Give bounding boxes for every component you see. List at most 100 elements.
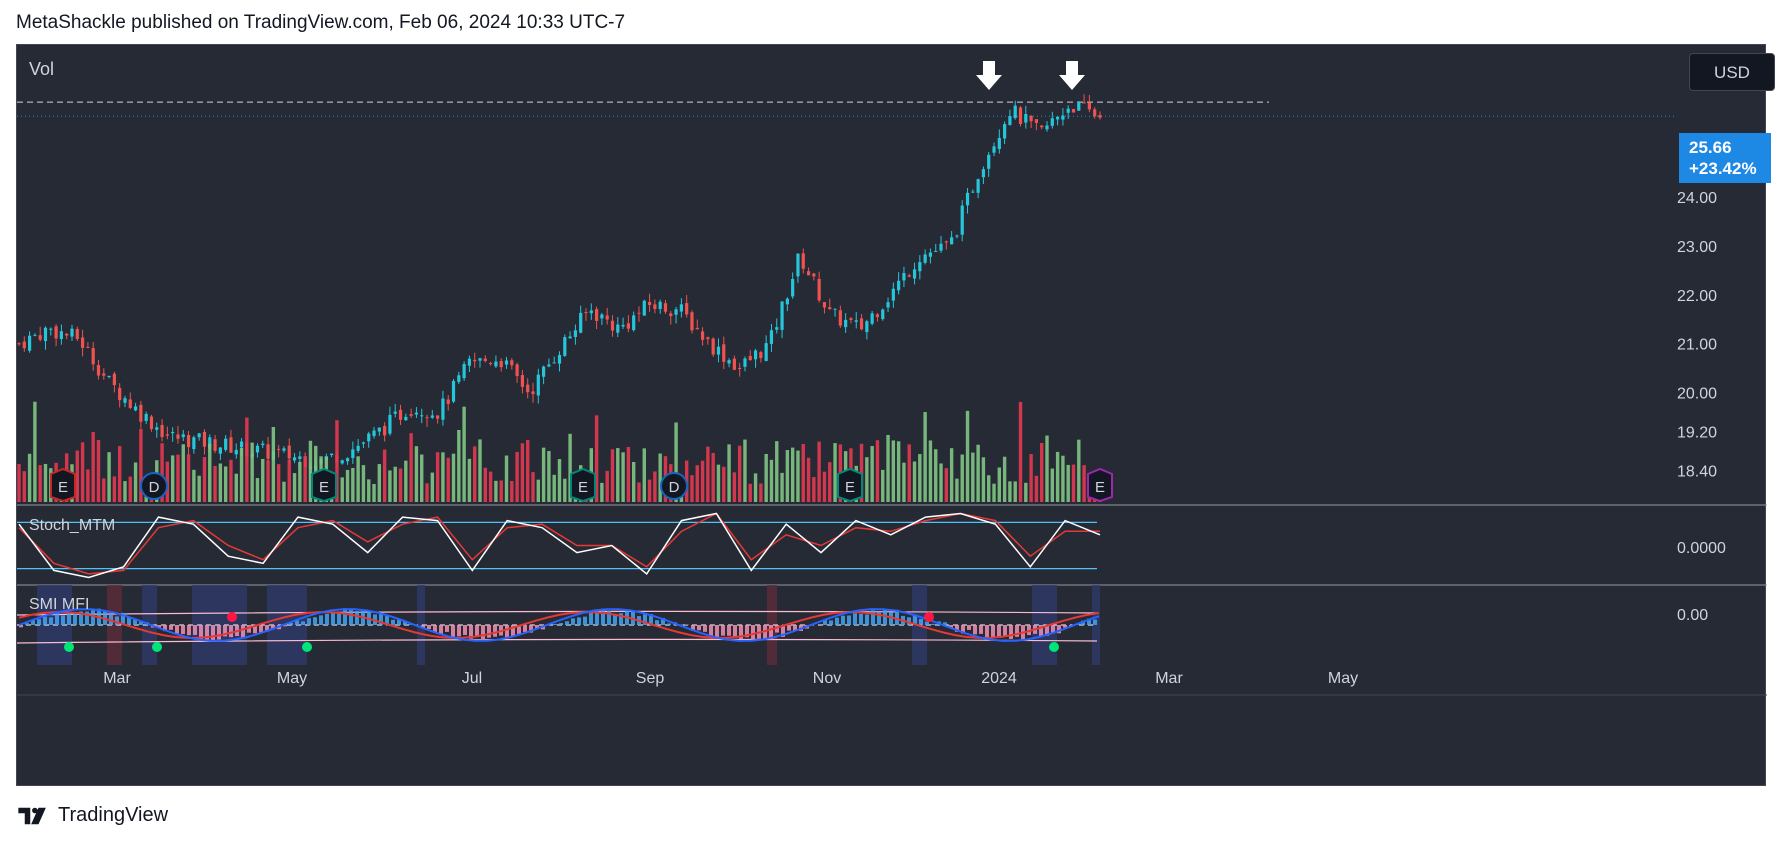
smi-histogram-bar bbox=[229, 625, 233, 638]
currency-button[interactable]: USD bbox=[1689, 53, 1775, 91]
earnings-marker bbox=[50, 467, 76, 503]
candle-body bbox=[483, 358, 487, 362]
chart-container[interactable]: 24.00 23.00 22.00 21.00 20.00 19.20 18.40 0.000… bbox=[16, 44, 1775, 787]
volume-bar bbox=[367, 479, 371, 502]
smi-histogram-bar bbox=[823, 620, 827, 625]
candle-body bbox=[208, 437, 212, 449]
candle-body bbox=[287, 445, 291, 459]
candle-body bbox=[133, 406, 138, 411]
candle-body bbox=[1013, 105, 1017, 119]
smi-histogram-bar bbox=[49, 617, 53, 625]
volume-bar bbox=[822, 471, 827, 502]
smi-mfi-label[interactable]: SMI MFI bbox=[29, 596, 90, 613]
stoch-mtm-label[interactable]: Stoch_MTM bbox=[29, 517, 116, 534]
candle-body bbox=[1087, 102, 1092, 110]
smi-histogram-bar bbox=[109, 614, 113, 625]
smi-histogram-bar bbox=[115, 616, 119, 625]
candle-body bbox=[54, 326, 58, 339]
candle-body bbox=[520, 375, 525, 387]
volume-bar bbox=[117, 446, 122, 502]
candle-body bbox=[992, 146, 996, 153]
candle-body bbox=[764, 343, 768, 361]
smi-histogram-bar bbox=[295, 620, 299, 625]
smi-histogram-bar bbox=[955, 625, 959, 632]
volume-bar bbox=[547, 451, 551, 502]
smi-histogram-bar bbox=[61, 615, 65, 625]
chart-canvas[interactable]: 24.0023.0022.0021.0020.0019.2018.400.000… bbox=[17, 45, 1767, 787]
footer-brand[interactable]: TradingView bbox=[16, 804, 168, 827]
volume-bar bbox=[806, 457, 811, 502]
smi-histogram-bar bbox=[1087, 618, 1091, 625]
smi-histogram-bar bbox=[307, 618, 311, 625]
smi-histogram-bar bbox=[517, 625, 521, 634]
candle-body bbox=[870, 313, 874, 324]
smi-histogram-bar bbox=[283, 625, 287, 627]
volume-bar bbox=[526, 439, 530, 502]
volume-bar bbox=[91, 431, 95, 502]
smi-histogram-bar bbox=[301, 621, 305, 625]
volume-bar bbox=[971, 452, 975, 502]
last-price-badge: 25.66 +23.42% bbox=[1679, 133, 1771, 183]
candle-body bbox=[1098, 114, 1102, 118]
volume-bar bbox=[494, 480, 498, 502]
candle-body bbox=[457, 375, 461, 382]
down-arrow-icon bbox=[976, 61, 1002, 90]
volume-bar bbox=[17, 464, 21, 502]
candle-body bbox=[616, 324, 620, 333]
volume-bar bbox=[653, 471, 657, 502]
smi-upper-band bbox=[17, 610, 1098, 616]
volume-bar bbox=[112, 476, 117, 502]
volume-bar bbox=[732, 472, 737, 502]
volume-bar bbox=[510, 481, 514, 502]
smi-histogram-bar bbox=[703, 625, 707, 632]
volume-bar bbox=[176, 454, 180, 502]
candle-body bbox=[22, 341, 26, 349]
volume-bar bbox=[340, 477, 344, 502]
smi-histogram-bar bbox=[253, 625, 257, 634]
volume-bar bbox=[727, 444, 731, 502]
tradingview-logo-icon bbox=[18, 807, 46, 824]
candle-body bbox=[213, 439, 217, 451]
candle-body bbox=[165, 434, 169, 436]
volume-bar bbox=[287, 459, 291, 502]
volume-bar bbox=[775, 441, 779, 502]
smi-histogram-bar bbox=[649, 614, 653, 625]
candle-body bbox=[377, 427, 381, 432]
smi-histogram-bar bbox=[1057, 625, 1061, 634]
candle-body bbox=[817, 278, 821, 301]
volume-bar bbox=[276, 464, 281, 502]
smi-histogram-bar bbox=[931, 623, 935, 625]
candle-body bbox=[192, 437, 196, 450]
volume-bar bbox=[430, 472, 435, 502]
candle-body bbox=[107, 375, 111, 378]
volume-bar bbox=[610, 449, 615, 502]
volume-bar bbox=[451, 453, 456, 502]
volume-bar bbox=[987, 475, 991, 502]
volume-bar bbox=[716, 464, 721, 502]
smi-histogram-bar bbox=[571, 618, 575, 625]
volume-bar bbox=[473, 446, 477, 502]
smi-histogram-bar bbox=[523, 625, 527, 632]
volume-bar bbox=[647, 479, 652, 502]
smi-histogram-bar bbox=[391, 619, 395, 625]
volume-bar bbox=[594, 415, 599, 502]
candle-body bbox=[351, 449, 355, 459]
smi-histogram-bar bbox=[1003, 625, 1007, 637]
smi-lower-band bbox=[17, 638, 1098, 644]
price-tick-label: 23.00 bbox=[1677, 239, 1717, 256]
smi-histogram-bar bbox=[487, 625, 491, 638]
volume-bar bbox=[356, 456, 360, 502]
candle-body bbox=[467, 358, 472, 366]
candle-body bbox=[1071, 108, 1076, 113]
candle-body bbox=[944, 241, 948, 243]
dividend-marker bbox=[140, 472, 168, 500]
candle-body bbox=[912, 269, 917, 279]
volume-bar bbox=[1029, 454, 1033, 502]
smi-histogram-bar bbox=[223, 625, 227, 637]
candle-body bbox=[997, 137, 1001, 150]
smi-histogram-bar bbox=[469, 625, 473, 639]
volume-bar bbox=[865, 457, 869, 502]
smi-histogram-bar bbox=[355, 611, 359, 625]
volume-bar bbox=[488, 471, 493, 502]
smi-histogram-bar bbox=[745, 625, 749, 638]
